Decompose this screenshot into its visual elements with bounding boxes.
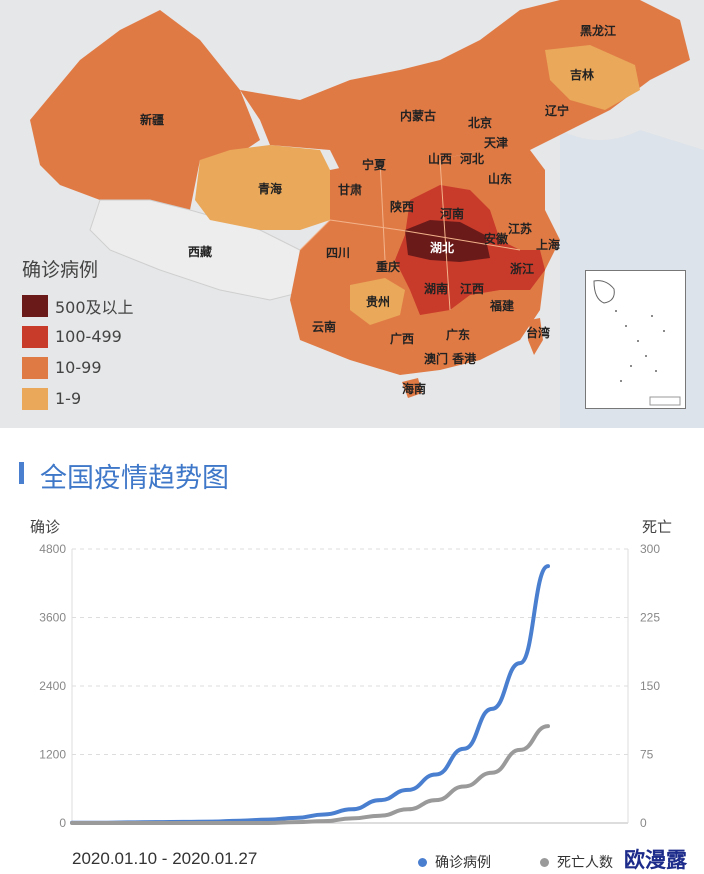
qinghai-region xyxy=(195,145,335,230)
y-right-tick-label: 300 xyxy=(640,542,660,556)
province-label-anhui: 安徽 xyxy=(484,232,509,246)
legend-item: 100-499 xyxy=(22,321,134,352)
province-label-heilongjiang: 黑龙江 xyxy=(580,24,617,38)
legend-label: 1-9 xyxy=(55,389,82,408)
legend-label: 100-499 xyxy=(55,327,122,346)
province-label-guizhou: 贵州 xyxy=(366,295,391,309)
province-label-tianjin: 天津 xyxy=(484,136,509,150)
legend-label: 500及以上 xyxy=(55,297,134,317)
confirmed-cases-line xyxy=(70,564,550,825)
province-label-chongqing: 重庆 xyxy=(376,260,401,274)
hubei-region xyxy=(405,220,490,262)
y-left-tick-label: 3600 xyxy=(39,611,66,625)
hainan-region xyxy=(402,378,422,398)
watermark: 欧漫露 xyxy=(624,848,687,872)
y-right-tick-label: 150 xyxy=(640,679,660,693)
province-label-sichuan: 四川 xyxy=(326,246,351,260)
y-left-tick-label: 2400 xyxy=(39,679,66,693)
province-label-fujian: 福建 xyxy=(490,299,515,313)
legend-deaths[interactable]: 死亡人数 xyxy=(540,852,613,872)
province-label-qinghai: 青海 xyxy=(258,182,283,196)
map-shapes xyxy=(0,0,704,428)
legend-swatch xyxy=(22,356,48,379)
y-right-tick-label: 0 xyxy=(640,816,647,830)
y-left-axis-label: 确诊 xyxy=(30,518,61,536)
province-label-gansu: 甘肃 xyxy=(338,183,363,197)
deaths-line xyxy=(70,724,550,825)
y-right-axis-label: 死亡 xyxy=(642,518,673,536)
province-label-hainan: 海南 xyxy=(402,382,427,396)
inset-map xyxy=(593,280,681,406)
province-label-liaoning: 辽宁 xyxy=(545,104,570,118)
province-label-xizang: 西藏 xyxy=(188,245,213,259)
taiwan-region xyxy=(528,318,543,355)
province-label-shanxi: 山西 xyxy=(428,152,453,166)
y-right-tick-label: 75 xyxy=(640,748,654,762)
date-range: 2020.01.10 - 2020.01.27 xyxy=(72,849,258,868)
y-left-tick-label: 1200 xyxy=(39,748,66,762)
south-china-sea-inset xyxy=(585,270,686,409)
china-map: 确诊病例 500及以上 100-499 10-99 1-9 黑龙江 吉林 辽宁 内蒙古… xyxy=(0,0,704,428)
province-label-henan: 河南 xyxy=(440,207,465,221)
y-right-tick-label: 225 xyxy=(640,611,660,625)
province-label-jiangxi: 江西 xyxy=(460,282,485,296)
province-label-hubei: 湖北 xyxy=(430,241,455,255)
legend-item: 1-9 xyxy=(22,383,134,414)
legend-label: 10-99 xyxy=(55,358,102,377)
y-left-tick-label: 0 xyxy=(59,816,66,830)
y-left-tick-label: 4800 xyxy=(39,542,66,556)
title-accent-bar xyxy=(19,462,24,484)
jilin-region xyxy=(545,45,640,110)
province-label-hunan: 湖南 xyxy=(424,282,449,296)
province-label-ningxia: 宁夏 xyxy=(362,158,387,172)
legend-swatch xyxy=(22,387,48,410)
province-label-guangdong: 广东 xyxy=(446,328,471,342)
legend-confirmed[interactable]: 确诊病例 xyxy=(418,852,491,872)
province-label-xinjiang: 新疆 xyxy=(140,113,165,127)
province-label-beijing: 北京 xyxy=(468,116,493,130)
province-label-neimenggu: 内蒙古 xyxy=(400,109,437,123)
trend-chart-panel: 全国疫情趋势图 确诊 死亡 0 1200 2400 3600 4800 0 75 150 225… xyxy=(0,428,704,874)
province-label-shaanxi: 陕西 xyxy=(390,200,415,214)
province-label-guangxi: 广西 xyxy=(390,332,415,346)
province-label-zhejiang: 浙江 xyxy=(510,262,535,276)
province-label-taiwan: 台湾 xyxy=(526,326,551,340)
legend-item: 500及以上 xyxy=(22,290,134,321)
legend-title: 确诊病例 xyxy=(22,259,99,281)
province-label-aomen-xianggang: 澳门 香港 xyxy=(424,352,477,366)
line-chart: 0 1200 2400 3600 4800 0 75 150 225 300 xyxy=(39,542,660,830)
legend-deaths-dot xyxy=(540,857,549,867)
xizang-region xyxy=(89,199,311,301)
province-label-jiangsu: 江苏 xyxy=(508,222,533,236)
legend-item: 10-99 xyxy=(22,352,134,383)
map-legend: 确诊病例 500及以上 100-499 10-99 1-9 xyxy=(22,255,134,414)
province-label-jilin: 吉林 xyxy=(570,68,595,82)
legend-confirmed-dot xyxy=(418,857,427,867)
province-label-shandong: 山东 xyxy=(488,172,513,186)
province-label-yunnan: 云南 xyxy=(312,320,337,334)
legend-swatch xyxy=(22,294,48,317)
legend-confirmed-label: 确诊病例 xyxy=(435,855,491,871)
legend-deaths-label: 死亡人数 xyxy=(557,855,613,871)
legend-swatch xyxy=(22,325,48,348)
chart-title: 全国疫情趋势图 xyxy=(40,463,229,494)
province-label-hebei: 河北 xyxy=(460,152,485,166)
guizhou-region xyxy=(350,278,405,325)
province-label-shanghai: 上海 xyxy=(536,238,561,252)
